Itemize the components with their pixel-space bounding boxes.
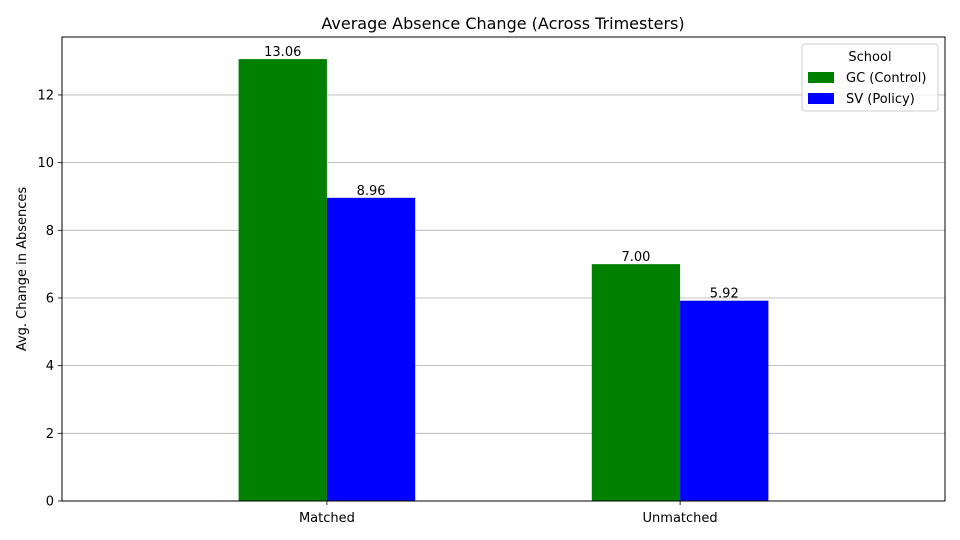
bar <box>680 300 769 501</box>
plot-frame <box>61 36 946 502</box>
legend-swatch <box>808 72 834 83</box>
y-tick-label: 12 <box>37 88 54 103</box>
bar <box>326 197 416 502</box>
y-tick-label: 10 <box>37 156 54 171</box>
y-tick-label: 6 <box>46 291 54 306</box>
bar-data-label: 8.96 <box>357 184 386 199</box>
bar <box>238 59 327 501</box>
legend-entry-label: SV (Policy) <box>846 92 915 107</box>
y-tick-label: 8 <box>46 224 54 239</box>
x-tick-label: Unmatched <box>643 511 718 526</box>
y-axis: 0 2 4 6 8 10 12 <box>37 88 62 510</box>
bars <box>238 59 769 502</box>
legend-title: School <box>848 50 891 65</box>
y-tick-label: 2 <box>46 427 54 442</box>
bar <box>591 264 681 501</box>
y-tick-label: 4 <box>46 359 54 374</box>
x-axis: Matched Unmatched <box>299 501 718 526</box>
y-axis-label: Avg. Change in Absences <box>15 187 30 352</box>
x-tick-label: Matched <box>299 511 355 526</box>
legend-swatch <box>808 93 834 104</box>
legend-entry-label: GC (Control) <box>846 71 926 86</box>
legend-box <box>801 43 939 112</box>
y-tick-label: 0 <box>46 495 54 510</box>
chart-title: Average Absence Change (Across Trimester… <box>321 14 684 33</box>
legend: School GC (Control) SV (Policy) <box>801 43 939 112</box>
gridlines <box>62 94 945 434</box>
bar-data-label: 13.06 <box>264 45 301 60</box>
bar-data-label: 7.00 <box>621 250 650 265</box>
data-labels: 13.06 7.00 8.96 5.92 <box>264 45 739 302</box>
bar-data-label: 5.92 <box>710 287 739 302</box>
